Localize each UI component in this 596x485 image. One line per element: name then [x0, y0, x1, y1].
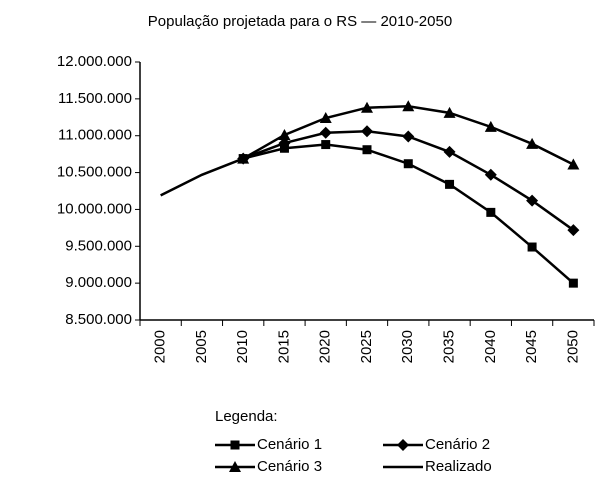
- point-marker: [443, 106, 456, 118]
- point-marker: [402, 100, 415, 112]
- x-tick-label: 2010: [234, 330, 251, 363]
- point-marker: [319, 112, 332, 124]
- chart-title: População projetada para o RS — 2010-205…: [148, 13, 452, 30]
- y-tick-label: 10.000.000: [57, 200, 132, 217]
- point-marker: [321, 140, 331, 150]
- series-line: [242, 130, 575, 232]
- x-tick-label: 2000: [152, 330, 169, 363]
- point-marker: [484, 120, 497, 132]
- x-tick-label: 2050: [564, 330, 581, 363]
- legend-label: Realizado: [425, 458, 492, 475]
- legend-marker: [230, 440, 240, 450]
- legend-label: Cenário 2: [425, 436, 490, 453]
- x-tick-label: 2035: [441, 330, 458, 363]
- x-tick-label: 2015: [275, 330, 292, 363]
- y-tick-label: 8.500.000: [65, 311, 132, 328]
- y-tick-label: 11.000.000: [58, 127, 132, 144]
- y-tick-label: 9.000.000: [65, 274, 132, 291]
- point-marker: [403, 159, 413, 169]
- legend-label: Cenário 1: [257, 436, 322, 453]
- point-marker: [486, 207, 496, 217]
- series-line: [160, 157, 244, 197]
- legend-marker: [397, 439, 409, 451]
- point-marker: [484, 168, 497, 181]
- x-tick-label: 2005: [193, 330, 210, 363]
- x-tick-label: 2025: [358, 330, 375, 363]
- point-marker: [568, 278, 578, 288]
- legend-title: Legenda:: [215, 408, 278, 425]
- y-tick-label: 11.500.000: [58, 90, 132, 107]
- point-marker: [567, 158, 580, 170]
- x-tick-label: 2020: [317, 330, 334, 363]
- x-tick-label: 2045: [523, 330, 540, 363]
- legend-marker: [229, 461, 241, 472]
- point-marker: [319, 126, 332, 139]
- point-marker: [527, 242, 537, 252]
- point-marker: [362, 145, 372, 155]
- x-tick-label: 2040: [482, 330, 499, 363]
- point-marker: [402, 130, 415, 143]
- point-marker: [361, 101, 373, 113]
- point-marker: [445, 179, 455, 189]
- point-marker: [443, 145, 456, 158]
- y-tick-label: 12.000.000: [57, 53, 132, 70]
- point-marker: [567, 224, 580, 237]
- point-marker: [526, 137, 539, 149]
- y-tick-label: 9.500.000: [65, 237, 132, 254]
- x-tick-label: 2030: [399, 330, 416, 363]
- point-marker: [526, 194, 539, 207]
- legend-label: Cenário 3: [257, 458, 322, 475]
- y-tick-label: 10.500.000: [57, 164, 132, 181]
- point-marker: [278, 128, 291, 140]
- point-marker: [278, 137, 291, 150]
- point-marker: [361, 125, 373, 138]
